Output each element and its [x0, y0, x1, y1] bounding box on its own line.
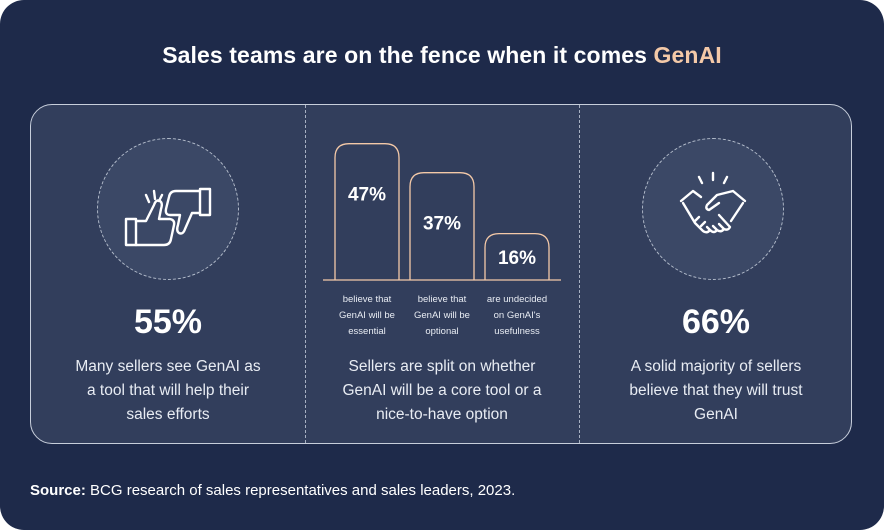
category-label-1: optional	[425, 326, 458, 337]
source-label: Source:	[30, 482, 86, 499]
description-line: believe that they will trust	[629, 382, 803, 399]
description-line: GenAI will be a core tool or a	[342, 382, 542, 399]
handshake-icon	[642, 138, 784, 280]
category-label-1: GenAI will be	[414, 310, 470, 321]
description-line: nice-to-have option	[376, 406, 508, 423]
stat-column-right: 66% A solid majority of sellers believe …	[579, 105, 853, 443]
stat-column-left: 55% Many sellers see GenAI as a tool tha…	[31, 105, 305, 443]
stat-value-left: 55%	[133, 303, 203, 341]
description-line: GenAI	[694, 406, 738, 423]
category-label-1: believe that	[418, 294, 467, 305]
description-line: sales efforts	[126, 406, 210, 423]
bar-2	[484, 232, 550, 280]
source-note: Source: BCG research of sales representa…	[30, 482, 515, 499]
source-text: BCG research of sales representatives an…	[85, 482, 516, 499]
stat-column-middle: 47% believe that GenAI will be essential 37%…	[305, 105, 579, 443]
divider-left	[305, 105, 306, 443]
description-line: a tool that will help their	[87, 382, 249, 399]
category-label-2: usefulness	[494, 326, 540, 337]
bar-value-label-0: 47%	[348, 185, 386, 206]
title-accent: GenAI	[653, 42, 722, 68]
category-label-0: believe that	[343, 294, 392, 305]
stat-description-middle: Sellers are split on whether GenAI will …	[305, 355, 579, 427]
description-line: Sellers are split on whether	[348, 358, 536, 375]
bar-value-label-2: 16%	[498, 248, 536, 269]
divider-right	[579, 105, 580, 443]
bar-value-label-1: 37%	[423, 214, 461, 235]
bar-1	[409, 172, 475, 280]
category-label-0: essential	[348, 326, 386, 337]
stats-panel: 55% Many sellers see GenAI as a tool tha…	[30, 104, 852, 444]
bar-chart: 47% believe that GenAI will be essential 37%…	[323, 143, 561, 337]
page-title: Sales teams are on the fence when it com…	[0, 42, 884, 69]
description-line: A solid majority of sellers	[630, 358, 802, 375]
thumbs-up-down-icon	[97, 138, 239, 280]
category-label-2: are undecided	[487, 294, 547, 305]
category-label-2: on GenAI's	[494, 310, 541, 321]
stat-description-left: Many sellers see GenAI as a tool that wi…	[31, 355, 305, 427]
stat-description-right: A solid majority of sellers believe that…	[579, 355, 853, 427]
stat-value-right: 66%	[681, 303, 751, 341]
bar-0	[334, 143, 400, 280]
title-main: Sales teams are on the fence when it com…	[162, 42, 648, 68]
description-line: Many sellers see GenAI as	[75, 358, 261, 375]
category-label-0: GenAI will be	[339, 310, 395, 321]
